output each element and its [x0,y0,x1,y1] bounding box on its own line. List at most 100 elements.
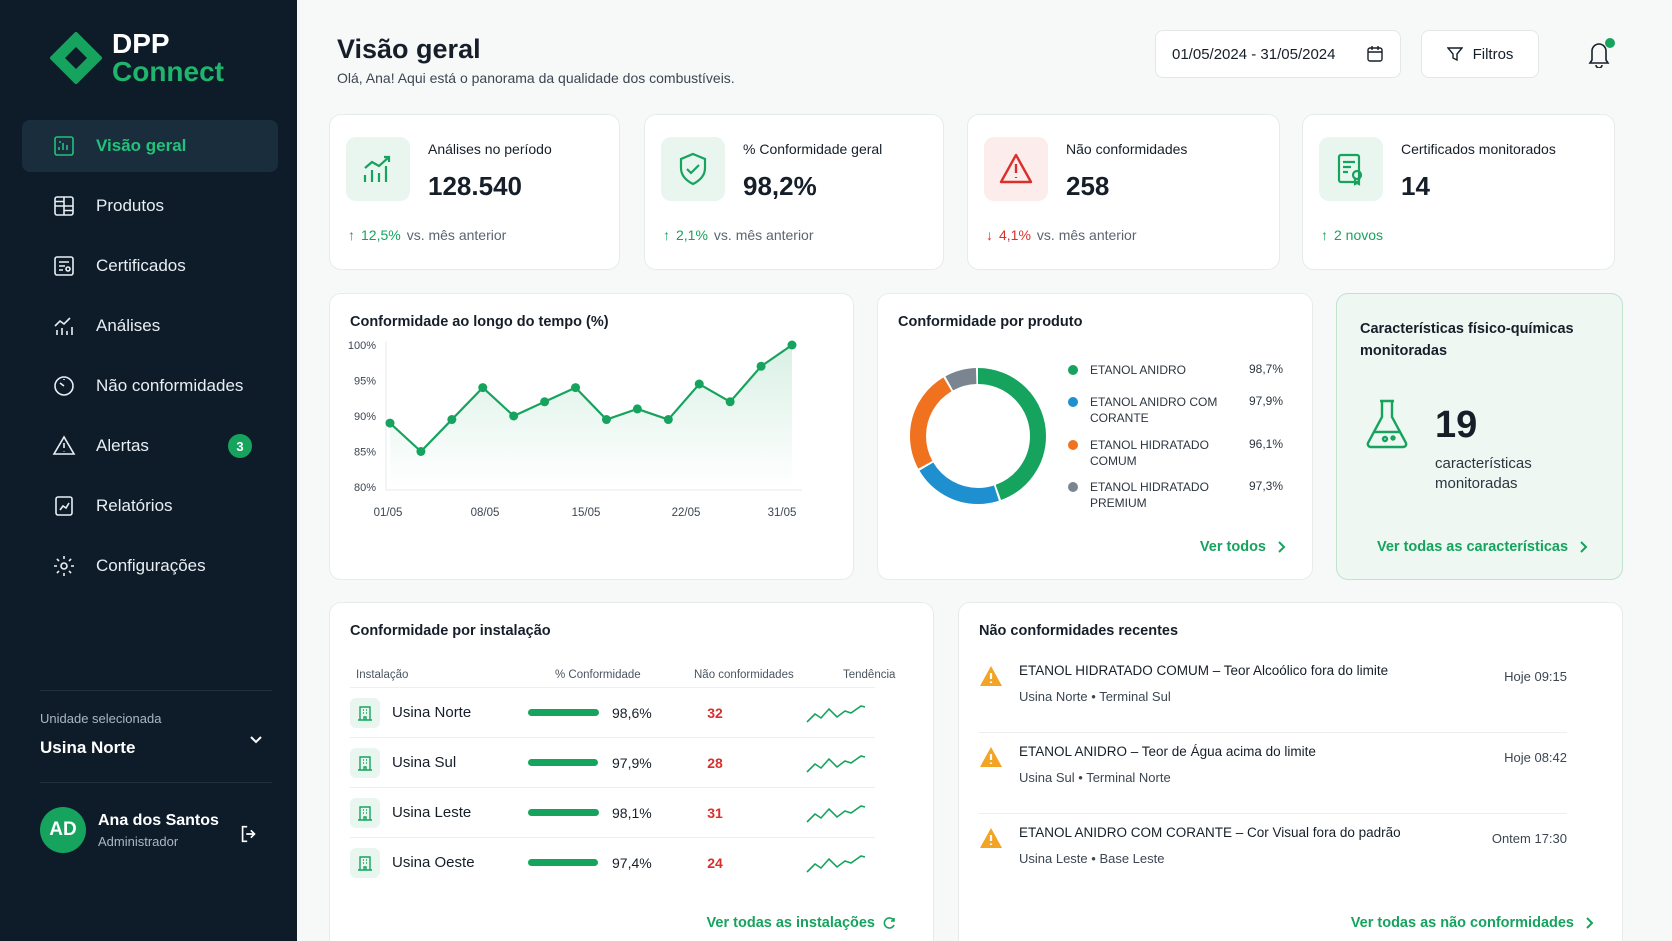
kpi-value: 14 [1401,171,1430,201]
table-header-trend: Tendência [843,669,896,681]
sidebar-item-relatorios[interactable]: Relatórios [22,480,278,532]
calendar-icon [1367,46,1383,62]
logo-text-line1: DPP [112,28,170,59]
sidebar-item-configuracoes[interactable]: Configurações [22,540,278,592]
legend-label: ETANOL HIDRATADO PREMIUM [1090,480,1209,510]
kpi-label: Certificados monitorados [1401,141,1556,157]
legend-value: 98,7% [1248,362,1283,376]
user-name: Ana dos Santos [98,811,219,829]
conformity-bar [528,709,599,716]
logout-icon[interactable] [238,823,260,845]
nc-site: Usina Sul [1019,770,1075,785]
legend-label: ETANOL HIDRATADO COMUM [1090,438,1209,468]
kpi-trend-pct: 4,1% [999,227,1031,243]
date-range-picker[interactable]: 01/05/2024 - 31/05/2024 [1155,30,1401,78]
installations-card: Conformidade por instalação Instalação %… [329,602,934,941]
sidebar-item-label: Não conformidades [96,376,244,395]
legend-value: 96,1% [1248,437,1283,451]
ver-todos-link[interactable]: Ver todos [1200,539,1288,555]
conformity-value: 98,1% [612,805,652,821]
list-item[interactable]: ETANOL HIDRATADO COMUM – Teor Alcoólico … [979,653,1567,733]
installations-title: Conformidade por instalação [350,623,551,639]
characteristics-title: Características físico-químicas monitora… [1360,321,1574,359]
data-point [694,379,704,389]
sidebar-item-produtos[interactable]: Produtos [22,180,278,232]
list-item[interactable]: ETANOL ANIDRO – Teor de Água acima do li… [979,734,1567,814]
donut-slice [910,368,1046,504]
trend-sparkline [806,705,866,723]
kpi-card-certificados: Certificados monitorados 14 ↑ 2 novos [1302,114,1615,270]
x-tick-label: 15/05 [572,507,601,519]
bell-icon[interactable] [1585,38,1613,68]
ver-caracteristicas-label: Ver todas as características [1377,539,1569,555]
sidebar-item-alertas[interactable]: Alertas 3 [22,420,278,472]
series-area [390,345,792,487]
kpi-card-analises: Análises no período 128.540 ↑ 12,5% vs. … [329,114,620,270]
sidebar-item-label: Certificados [96,256,186,275]
series-line [389,344,793,453]
sidebar-item-certificados[interactable]: Certificados [22,240,278,292]
ver-nc-link[interactable]: Ver todas as não conformidades [1351,915,1596,931]
line-chart-card: Conformidade ao longo do tempo (%) 100% 9… [329,293,854,580]
arrow-up-icon: ↑ [1321,227,1328,243]
characteristics-card: Características físico-químicas monitora… [1336,293,1623,580]
data-point [447,415,457,425]
installation-name: Usina Leste [392,804,472,821]
kpi-icon-box [984,137,1048,201]
unit-selector[interactable]: Unidade selecionada Usina Norte [40,690,272,758]
ver-caracteristicas-link[interactable]: Ver todas as características [1377,539,1590,555]
warning-icon [980,828,1002,848]
logo[interactable]: DPP Connect [50,30,224,86]
legend-value: 97,3% [1248,479,1283,493]
warning-icon [980,747,1002,767]
ver-instalacoes-link[interactable]: Ver todas as instalações [707,915,897,931]
sidebar: DPP Connect Visão geral Produtos Certifi… [0,0,297,941]
list-item[interactable]: ETANOL ANIDRO COM CORANTE – Cor Visual f… [979,815,1567,895]
avatar[interactable]: AD [40,807,86,853]
table-header-installation: Instalação [356,669,409,681]
arrow-up-icon: ↑ [663,227,670,243]
warning-icon [980,666,1002,686]
sidebar-item-visao-geral[interactable]: Visão geral [22,120,278,172]
kpi-value: 98,2% [743,171,817,201]
building-icon [350,848,380,878]
table-row[interactable]: Usina Leste 98,1% 31 [350,787,875,837]
kpi-icon-box [1319,137,1383,201]
table-row[interactable]: Usina Norte 98,6% 32 [350,687,875,737]
page-subtitle: Olá, Ana! Aqui está o panorama da qualid… [337,70,735,86]
kpi-trend-text: vs. mês anterior [406,227,507,243]
data-point [540,397,550,407]
sidebar-item-analises[interactable]: Análises [22,300,278,352]
certificate-icon [1337,153,1363,186]
data-point [725,397,735,407]
nc-site: Usina Norte [1019,689,1088,704]
nc-count: 31 [707,805,723,821]
table-row[interactable]: Usina Oeste 97,4% 24 [350,837,875,887]
filters-button[interactable]: Filtros [1421,30,1539,78]
legend-dot [1068,440,1078,450]
nc-terminal: Terminal Sul [1099,689,1171,704]
legend-label: ETANOL ANIDRO [1090,363,1187,377]
y-tick-label: 100% [348,340,376,352]
filter-icon [1446,47,1463,62]
logo-mark-icon [50,32,102,84]
chevron-right-icon [1586,917,1594,929]
refresh-icon [883,917,895,929]
kpi-trend-text: vs. mês anterior [713,227,814,243]
nc-terminal: Terminal Norte [1086,770,1171,785]
kpi-trend-text: vs. mês anterior [1036,227,1137,243]
nc-location: Usina Leste • Base Leste [1019,851,1165,866]
ver-todos-label: Ver todos [1199,539,1266,555]
legend-dot [1068,482,1078,492]
sidebar-item-label: Produtos [96,196,165,215]
nc-location: Usina Sul • Terminal Norte [1019,770,1171,785]
table-header-conformity: % Conformidade [555,669,641,681]
sidebar-item-nao-conformidades[interactable]: Não conformidades [22,360,278,412]
chevron-down-icon[interactable] [248,731,264,747]
alert-icon [52,435,76,455]
table-row[interactable]: Usina Sul 97,9% 28 [350,737,875,787]
kpi-trend: ↓ 4,1% vs. mês anterior [986,227,1137,243]
donut-slice [910,368,1046,504]
bar-chart-icon [363,155,391,182]
nc-location: Usina Norte • Terminal Sul [1019,689,1171,704]
